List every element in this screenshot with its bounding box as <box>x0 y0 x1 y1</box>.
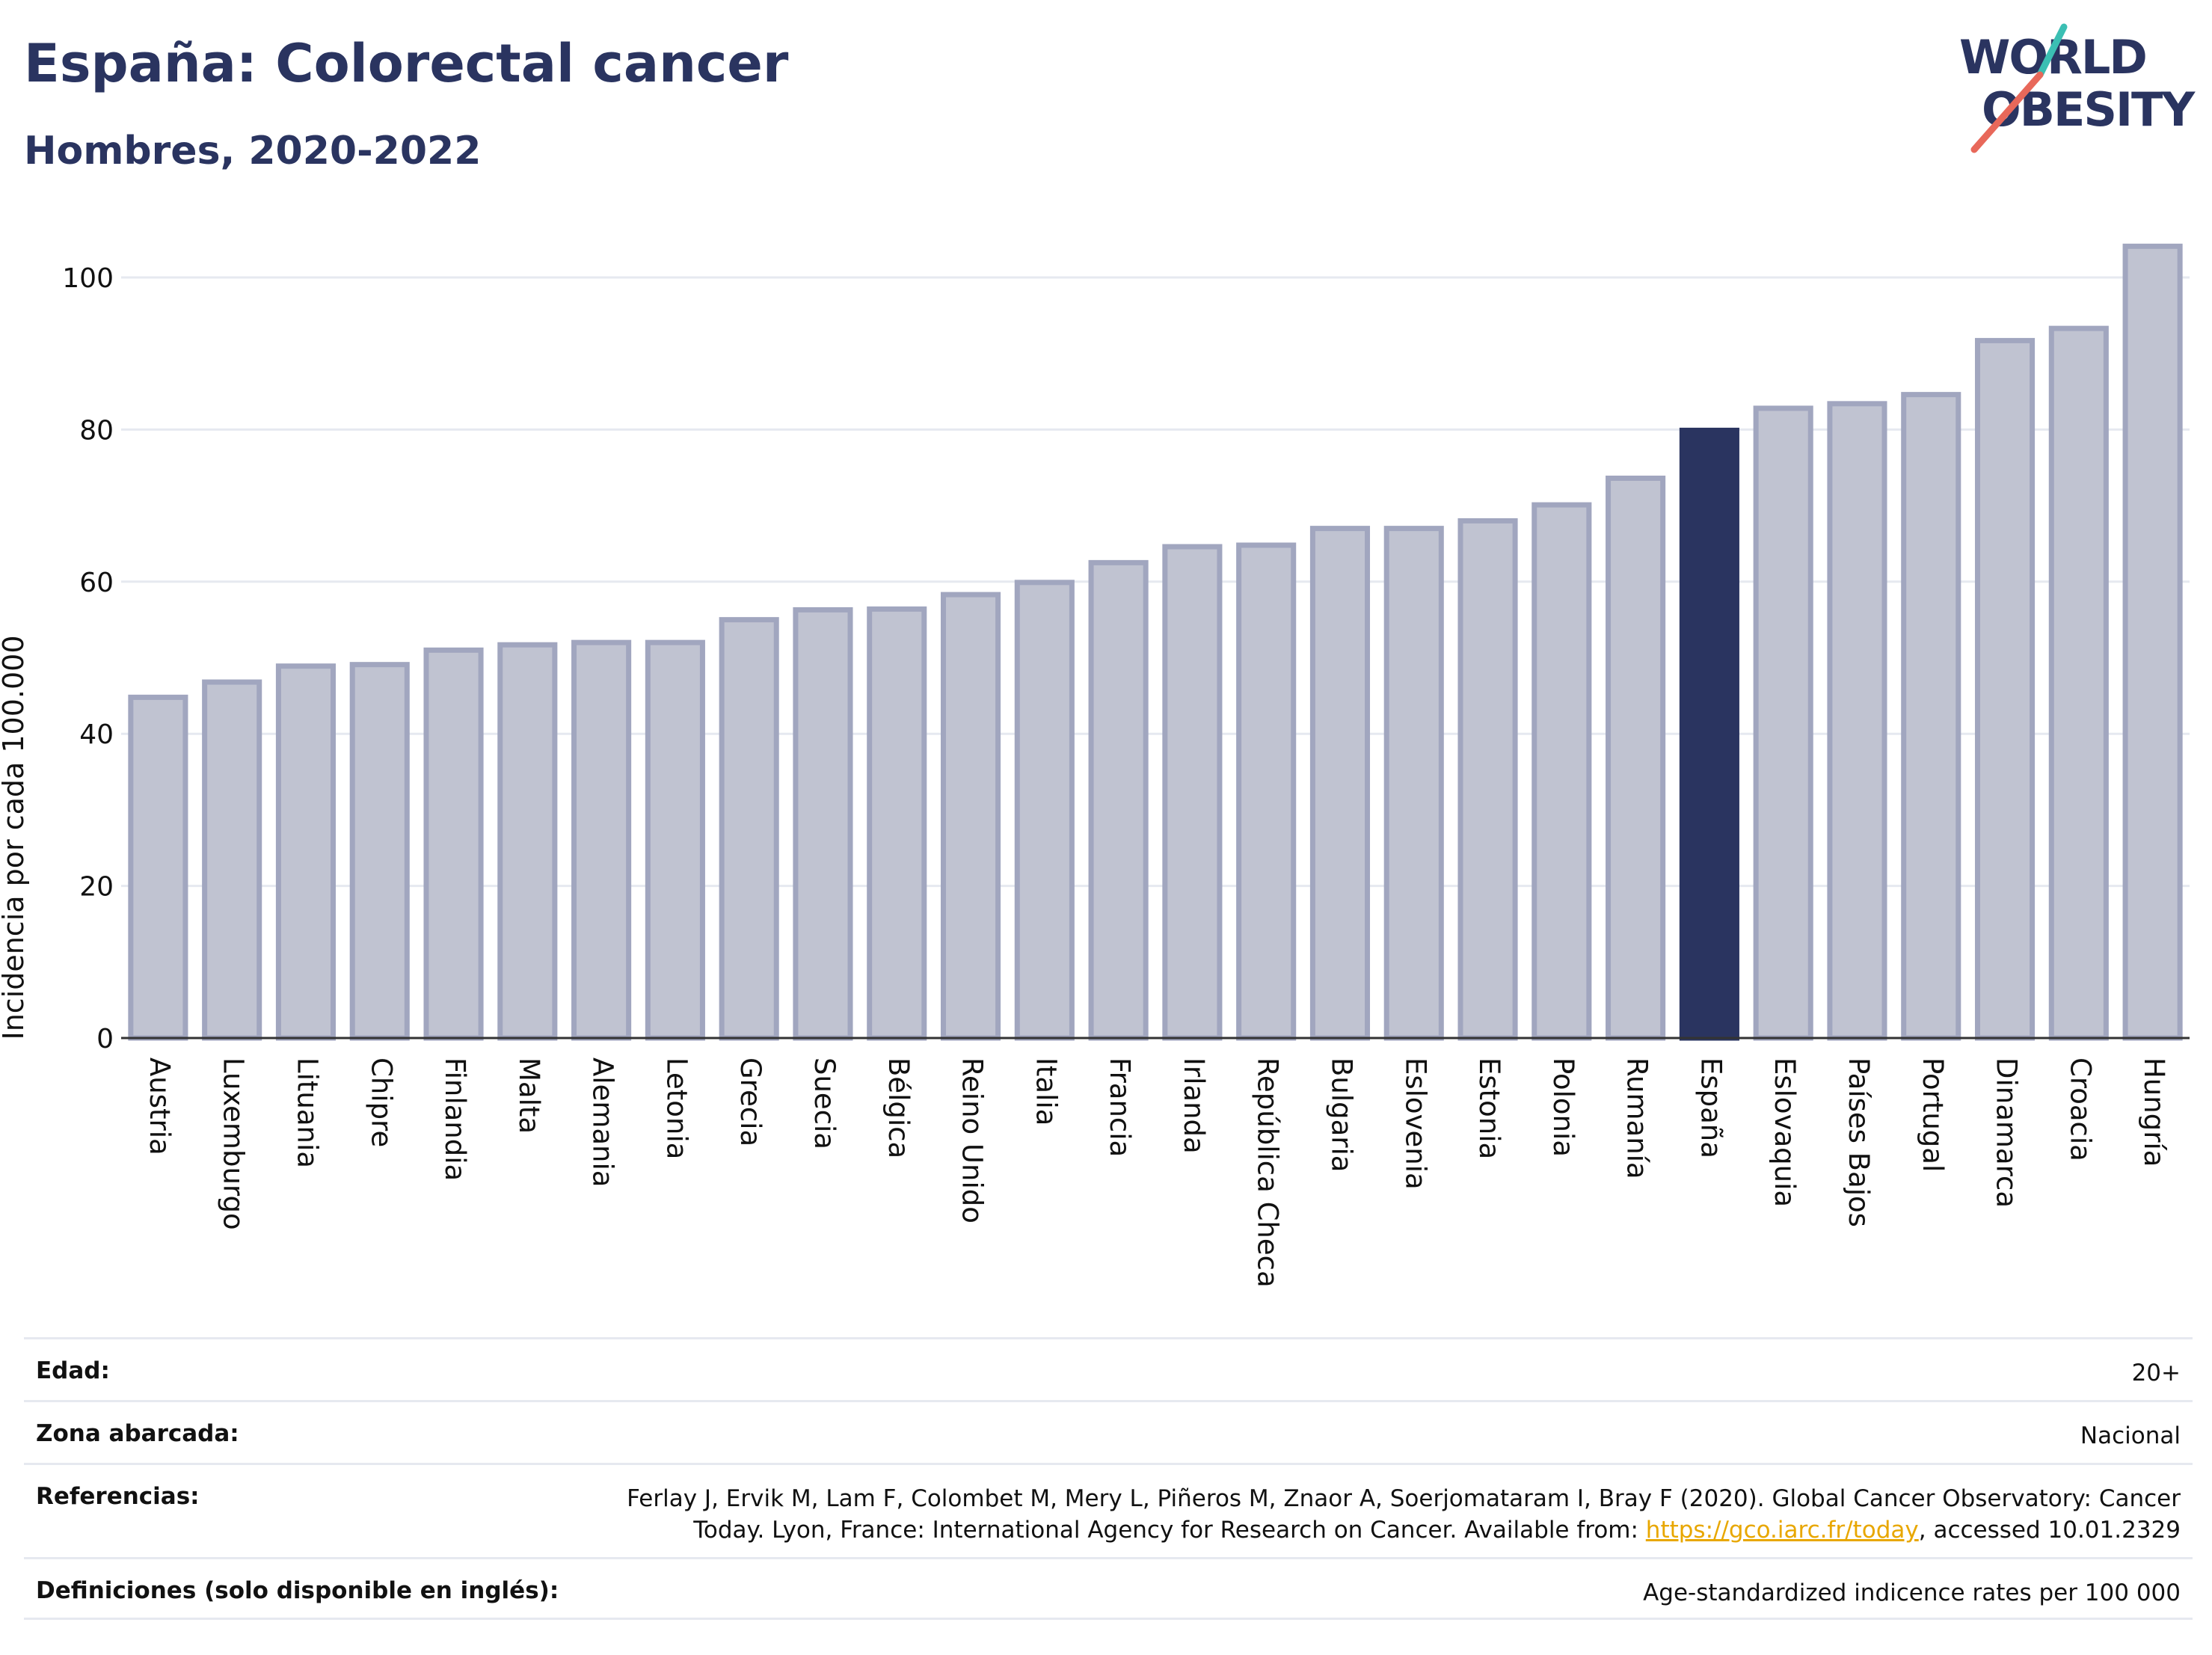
bar-bulgaria <box>1309 526 1371 1041</box>
reference-link[interactable]: https://gco.iarc.fr/today <box>1645 1517 1919 1544</box>
reference-line-2: Today. Lyon, France: International Agenc… <box>627 1514 2181 1546</box>
x-tick-label: Luxemburgo <box>218 1057 250 1230</box>
x-tick-label: República Checa <box>1252 1057 1284 1288</box>
x-axis-ticks: Austria Luxemburgo Lituania Chipre Finlandia… <box>144 1057 2170 1288</box>
y-tick-label: 80 <box>79 415 114 446</box>
page-subtitle: Hombres, 2020-2022 <box>24 129 482 174</box>
bar-polonia <box>1531 502 1592 1041</box>
reference-line-1: Ferlay J, Ervik M, Lam F, Colombet M, Me… <box>627 1485 2181 1512</box>
bar-francia <box>1088 559 1149 1041</box>
bar-españa <box>1679 427 1739 1041</box>
x-tick-label: Portugal <box>1917 1057 1949 1172</box>
x-tick-label: Alemania <box>587 1057 619 1187</box>
x-tick-label: Chipre <box>365 1057 397 1147</box>
bar-lituania <box>275 663 337 1041</box>
x-tick-label: Suecia <box>808 1057 841 1149</box>
x-tick-label: Finlandia <box>439 1057 471 1181</box>
info-value: Nacional <box>2080 1422 2181 1449</box>
y-tick-label: 20 <box>79 872 114 903</box>
bar-croacia <box>2048 325 2109 1041</box>
x-tick-label: Austria <box>144 1057 176 1155</box>
x-tick-label: Polonia <box>1547 1057 1579 1157</box>
x-tick-label: Lituania <box>291 1057 323 1168</box>
y-tick-label: 0 <box>96 1024 114 1054</box>
bar-chart: 0 20 40 60 80 100 Austria Luxemburgo Lituania Ch… <box>62 243 2190 1288</box>
info-value: 20+ <box>2131 1360 2181 1387</box>
info-value-references: Ferlay J, Ervik M, Lam F, Colombet M, Me… <box>627 1483 2181 1546</box>
bar-bélgica <box>867 606 927 1041</box>
bar-portugal <box>1901 392 1961 1041</box>
bar-dinamarca <box>1974 337 2036 1041</box>
info-row-definiciones: Definiciones (solo disponible en inglés)… <box>24 1557 2193 1620</box>
bar-letonia <box>645 639 705 1041</box>
bar-rumanía <box>1606 475 1666 1041</box>
info-table: Edad: 20+ Zona abarcada: Nacional Refere… <box>24 1337 2193 1620</box>
x-tick-label: Francia <box>1104 1057 1136 1157</box>
info-key: Zona abarcada: <box>36 1420 239 1447</box>
x-tick-label: Malta <box>513 1057 545 1134</box>
x-tick-label: Eslovaquia <box>1769 1057 1801 1207</box>
bar-eslovaquia <box>1753 405 1813 1041</box>
x-tick-label: Bélgica <box>882 1057 915 1158</box>
world-obesity-logo: WORLD OBESITY <box>1959 23 2197 153</box>
x-tick-label: Croacia <box>2064 1057 2096 1161</box>
bar-estonia <box>1457 518 1518 1041</box>
x-tick-label: Dinamarca <box>1991 1057 2023 1208</box>
bar-grecia <box>719 617 779 1041</box>
bar-finlandia <box>423 647 484 1041</box>
logo-slash-top <box>2036 23 2068 79</box>
x-tick-label: Bulgaria <box>1325 1057 1357 1172</box>
bar-países-bajos <box>1827 401 1887 1041</box>
y-tick-label: 100 <box>62 263 114 294</box>
logo-line2: OBESITY <box>1982 82 2196 137</box>
info-key: Referencias: <box>36 1483 200 1510</box>
page-title: España: Colorectal cancer <box>24 33 789 94</box>
bar-italia <box>1014 580 1075 1041</box>
bar-luxemburgo <box>202 679 262 1041</box>
bar-austria <box>128 694 188 1041</box>
bars <box>128 243 2183 1041</box>
bar-eslovenia <box>1383 526 1444 1041</box>
y-tick-label: 60 <box>79 568 114 598</box>
logo-slash-bottom <box>1970 71 2044 153</box>
logo-line1: WORLD <box>1959 30 2146 85</box>
bar-reino-unido <box>940 592 1001 1041</box>
x-tick-label: Países Bajos <box>1843 1057 1875 1227</box>
x-tick-label: Reino Unido <box>956 1057 989 1223</box>
info-row-zona: Zona abarcada: Nacional <box>24 1400 2193 1463</box>
bar-alemania <box>571 639 632 1041</box>
info-row-edad: Edad: 20+ <box>24 1337 2193 1400</box>
x-tick-label: España <box>1695 1057 1727 1158</box>
x-tick-label: Rumanía <box>1621 1057 1653 1179</box>
reference-line-2-pre: Today. Lyon, France: International Agenc… <box>693 1517 1646 1544</box>
x-tick-label: Letonia <box>660 1057 692 1159</box>
y-tick-label: 40 <box>79 719 114 750</box>
bar-malta <box>497 642 558 1041</box>
x-tick-label: Estonia <box>1473 1057 1505 1159</box>
reference-line-2-post: , accessed 10.01.2329 <box>1918 1517 2181 1544</box>
bar-irlanda <box>1162 544 1223 1041</box>
bar-hungría <box>2122 243 2183 1041</box>
y-axis-ticks: 0 20 40 60 80 100 <box>62 263 114 1054</box>
x-tick-label: Irlanda <box>1178 1057 1210 1154</box>
x-tick-label: Italia <box>1030 1057 1062 1126</box>
bar-suecia <box>793 607 853 1041</box>
x-tick-label: Hungría <box>2138 1057 2170 1167</box>
bar-república-checa <box>1236 542 1297 1041</box>
info-key: Definiciones (solo disponible en inglés)… <box>36 1577 559 1604</box>
info-value: Age-standardized indicence rates per 100… <box>1643 1579 2181 1606</box>
bar-chipre <box>349 662 410 1041</box>
x-tick-label: Grecia <box>734 1057 766 1146</box>
info-key: Edad: <box>36 1357 110 1384</box>
info-row-referencias: Referencias: Ferlay J, Ervik M, Lam F, C… <box>24 1463 2193 1557</box>
x-tick-label: Eslovenia <box>1399 1057 1431 1190</box>
